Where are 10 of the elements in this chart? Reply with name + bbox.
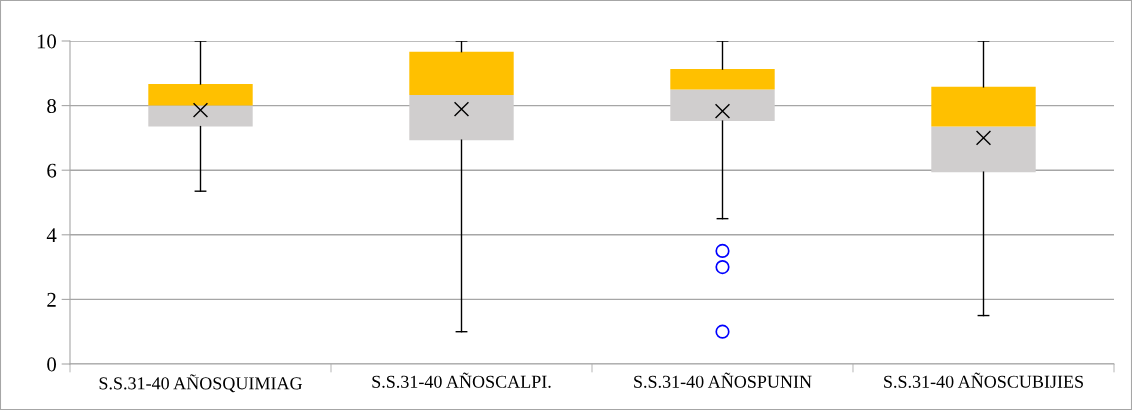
- y-tick-label: 10: [37, 34, 57, 49]
- x-tick-label: S.S.31-40 AÑOSCUBIJIES: [884, 372, 1083, 388]
- y-tick-label: 4: [46, 228, 57, 243]
- y-tick-label: 8: [47, 98, 57, 114]
- x-tick-label: S.S.31-40 AÑOSPUNIN: [634, 372, 812, 388]
- x-tick-label: S.S.31-40 AÑOSCALPI.: [372, 372, 551, 388]
- y-tick-label: 6: [47, 163, 57, 178]
- x-tick-label: S.S.31-40 AÑOSQUIMIAG: [99, 374, 303, 393]
- y-tick-label: 2: [47, 292, 56, 307]
- y-tick-label: 0: [47, 357, 57, 372]
